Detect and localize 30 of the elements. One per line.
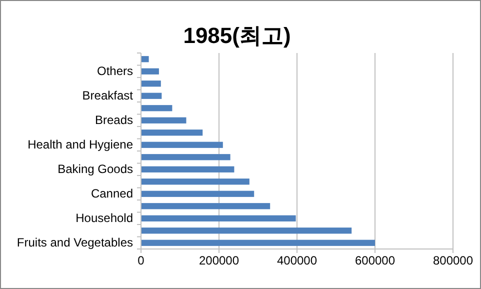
y-tick-label: Health and Hygiene [28, 138, 134, 152]
chart-title: 1985(최고) [183, 23, 291, 48]
bar [141, 142, 223, 148]
bar [141, 56, 149, 62]
x-tick-label: 800000 [432, 254, 474, 268]
bar [141, 178, 250, 185]
x-tick-label: 200000 [198, 254, 240, 268]
bar [141, 130, 203, 136]
x-tick-label: 400000 [276, 254, 318, 268]
bar [141, 203, 270, 210]
x-tick-label: 600000 [354, 254, 396, 268]
y-tick-label: Baking Goods [58, 162, 133, 176]
bar [141, 92, 162, 99]
y-tick-label: Fruits and Vegetables [16, 236, 133, 250]
bar [141, 117, 186, 124]
bar [141, 68, 159, 74]
bar [141, 80, 161, 87]
bar [141, 190, 254, 197]
bar [141, 105, 172, 112]
bar [141, 228, 352, 234]
x-tick-label: 0 [138, 254, 145, 268]
bar [141, 154, 230, 160]
y-tick-label: Breakfast [82, 88, 134, 103]
bar [141, 240, 375, 246]
bar [141, 215, 296, 222]
y-tick-label: Canned [90, 186, 133, 201]
y-tick-label: Household [76, 211, 133, 226]
y-tick-label: Others [96, 64, 133, 78]
bar [141, 166, 234, 172]
y-tick-label: Breads [94, 113, 133, 128]
